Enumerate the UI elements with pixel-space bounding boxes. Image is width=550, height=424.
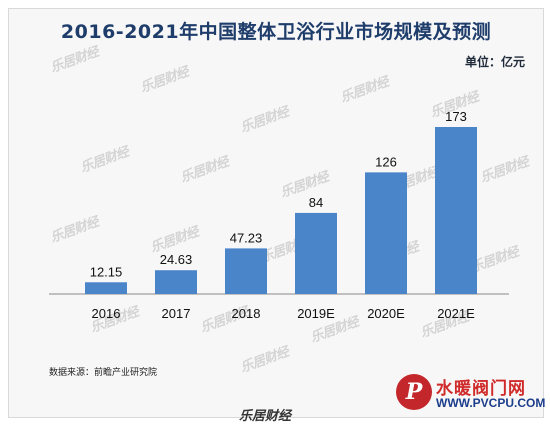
bar-2021E <box>435 127 477 294</box>
site-logo-badge-icon: P <box>396 374 432 410</box>
data-source-note: 数据来源：前瞻产业研究院 <box>49 368 158 378</box>
data-label-2020E: 126 <box>375 154 397 169</box>
data-label-2016: 12.15 <box>90 264 123 279</box>
data-label-2019E: 84 <box>309 195 323 210</box>
data-label-2021E: 173 <box>445 109 467 124</box>
data-label-2017: 24.63 <box>160 252 193 267</box>
unit-label: 单位：亿元 <box>464 55 525 69</box>
x-tick-label-2017: 2017 <box>162 306 191 321</box>
x-tick-label-2018: 2018 <box>232 306 261 321</box>
x-tick-label-2021E: 2021E <box>437 306 475 321</box>
bar-chart: 12.15 2016 24.63 2017 47.23 2018 84 2019E 126 202… <box>49 109 509 321</box>
site-logo-name: 水暖阀门网 <box>436 379 526 399</box>
brand-logo: 乐居财经 <box>239 409 292 424</box>
data-label-2018: 47.23 <box>230 230 263 245</box>
bar-2019E <box>295 212 337 294</box>
chart-card: 2016-2021年中国整体卫浴行业市场规模及预测 单位：亿元 乐居财经 乐居财经… <box>8 8 544 424</box>
chart-title: 2016-2021年中国整体卫浴行业市场规模及预测 <box>60 21 492 43</box>
bar-2020E <box>365 172 407 294</box>
x-tick-label-2019E: 2019E <box>297 306 335 321</box>
site-logo: P 水暖阀门网 WWW.PVCPU.COM <box>396 372 546 418</box>
bar-2016 <box>85 282 127 294</box>
x-tick-label-2016: 2016 <box>92 306 121 321</box>
site-logo-url: WWW.PVCPU.COM <box>436 396 546 410</box>
bar-2017 <box>155 270 197 294</box>
x-tick-label-2020E: 2020E <box>367 306 405 321</box>
bar-2018 <box>225 248 267 294</box>
